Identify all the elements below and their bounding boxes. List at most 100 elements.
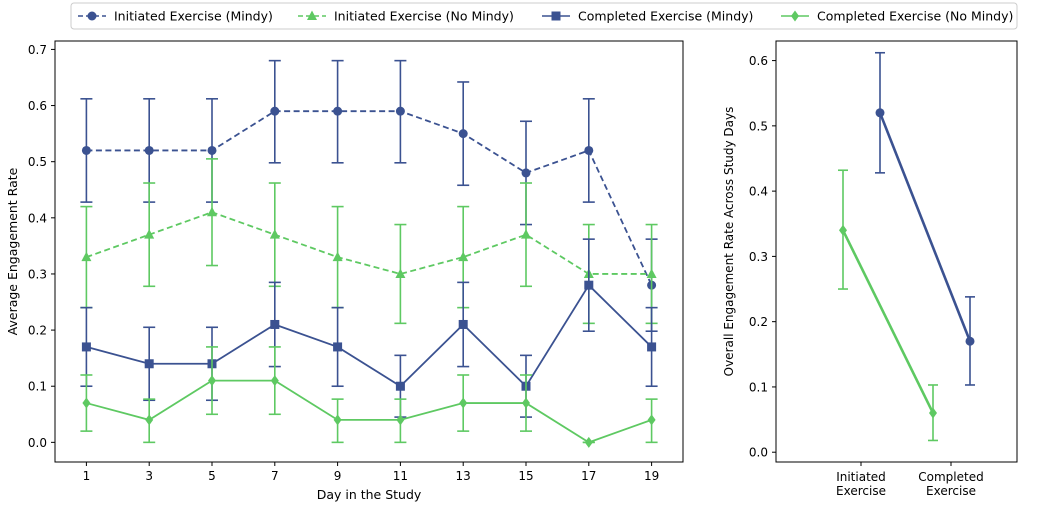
data-point-circle — [458, 129, 468, 139]
data-point-circle — [584, 145, 594, 155]
y-tick-label: 0.4 — [28, 211, 47, 225]
y-axis-label: Average Engagement Rate — [5, 167, 20, 335]
x-tick-label: 19 — [644, 469, 659, 483]
data-point-circle — [965, 336, 975, 346]
data-point-triangle — [458, 251, 469, 262]
data-point-diamond — [208, 375, 216, 387]
x-tick-label-line: Initiated — [836, 470, 886, 484]
y-tick-label: 0.6 — [749, 54, 768, 68]
x-tick-label: Completed Exercise — [918, 470, 983, 498]
data-point-diamond — [839, 224, 847, 236]
data-point-diamond — [333, 414, 342, 426]
data-point-square — [584, 280, 594, 290]
data-point-diamond — [82, 397, 91, 409]
x-tick-label: 3 — [145, 469, 153, 483]
y-tick-label: 0.1 — [28, 380, 47, 394]
y-tick-label: 0.2 — [749, 315, 768, 329]
series-line — [86, 283, 653, 388]
x-tick-label: 1 — [83, 469, 91, 483]
x-tick-label: 15 — [518, 469, 533, 483]
y-tick-label: 0.3 — [28, 267, 47, 281]
legend: Initiated Exercise (Mindy) Initiated Exer… — [70, 2, 1018, 30]
legend-label: Initiated Exercise (No Mindy) — [334, 9, 514, 24]
data-point-circle — [207, 145, 217, 155]
x-tick-label: 9 — [334, 469, 342, 483]
data-point-triangle — [269, 229, 280, 239]
data-point-diamond — [929, 407, 937, 419]
data-point-diamond — [270, 375, 279, 387]
data-point-diamond — [647, 414, 656, 426]
data-point-diamond — [145, 414, 154, 426]
data-point-square — [333, 342, 343, 352]
legend-marker-circle — [87, 11, 97, 21]
series-triangle — [80, 158, 658, 325]
y-tick-label: 0.0 — [749, 446, 768, 460]
y-tick-label: 0.0 — [28, 436, 47, 450]
y-tick-label: 0.5 — [749, 119, 768, 133]
series-circle — [80, 59, 658, 333]
data-point-circle — [875, 108, 885, 118]
data-point-circle — [395, 106, 405, 116]
legend-label: Completed Exercise (No Mindy) — [817, 9, 1013, 24]
legend-marker-square — [551, 11, 561, 21]
series-line — [86, 379, 652, 444]
series-circle — [875, 51, 975, 386]
data-point-circle — [81, 145, 91, 155]
data-point-triangle — [207, 206, 217, 217]
data-point-diamond — [396, 414, 405, 426]
y-tick-label: 0.5 — [28, 155, 47, 169]
legend-marker-diamond — [791, 10, 799, 22]
y-tick-label: 0.2 — [28, 324, 47, 338]
legend-label: Initiated Exercise (Mindy) — [114, 9, 273, 24]
data-point-triangle — [81, 251, 92, 262]
plot-frame — [775, 40, 1018, 463]
x-tick-label-line: Exercise — [836, 484, 886, 498]
x-tick-label: 11 — [393, 469, 408, 483]
series-diamond — [80, 346, 658, 448]
data-point-square — [647, 342, 657, 352]
data-point-square — [458, 319, 468, 329]
data-point-diamond — [522, 397, 530, 409]
data-point-square — [81, 342, 91, 352]
x-tick-label: 7 — [271, 469, 279, 483]
left-chart-daily-engagement: 1 3 5 7 9 11 13 15 17 190.00.10.20.30.40.50.60.7D… — [5, 40, 684, 502]
y-tick-label: 0.7 — [28, 43, 47, 57]
data-point-square — [144, 359, 154, 369]
data-point-diamond — [584, 436, 593, 448]
x-axis-label: Day in the Study — [317, 487, 422, 502]
y-tick-label: 0.3 — [749, 250, 768, 264]
data-point-circle — [521, 168, 531, 178]
x-tick-label: 17 — [581, 469, 596, 483]
data-point-square — [270, 319, 280, 329]
series-line — [841, 229, 935, 414]
series-line — [86, 211, 652, 275]
data-point-circle — [333, 106, 343, 116]
legend-marker-triangle — [307, 10, 317, 20]
series-line — [86, 110, 653, 286]
legend-label: Completed Exercise (Mindy) — [578, 9, 753, 24]
data-point-square — [395, 381, 405, 391]
x-tick-label: Initiated Exercise — [836, 470, 886, 498]
x-tick-label-line: Completed — [918, 470, 983, 484]
series-line — [878, 112, 972, 342]
data-point-triangle — [521, 229, 531, 239]
data-point-triangle — [144, 229, 155, 239]
x-tick-label: 5 — [208, 469, 216, 483]
data-point-triangle — [646, 268, 657, 278]
x-tick-label-line: Exercise — [926, 484, 976, 498]
x-tick-label: 13 — [456, 469, 471, 483]
data-point-circle — [144, 145, 154, 155]
data-point-circle — [270, 106, 280, 116]
y-axis-label: Overall Engagement Rate Across Study Day… — [722, 107, 736, 377]
series-diamond — [838, 169, 938, 442]
plot-frame — [54, 40, 684, 463]
data-point-diamond — [459, 397, 468, 409]
data-point-triangle — [395, 268, 406, 278]
y-tick-label: 0.4 — [749, 185, 768, 199]
y-tick-label: 0.6 — [28, 99, 47, 113]
data-point-triangle — [332, 251, 343, 262]
y-tick-label: 0.1 — [749, 380, 768, 394]
